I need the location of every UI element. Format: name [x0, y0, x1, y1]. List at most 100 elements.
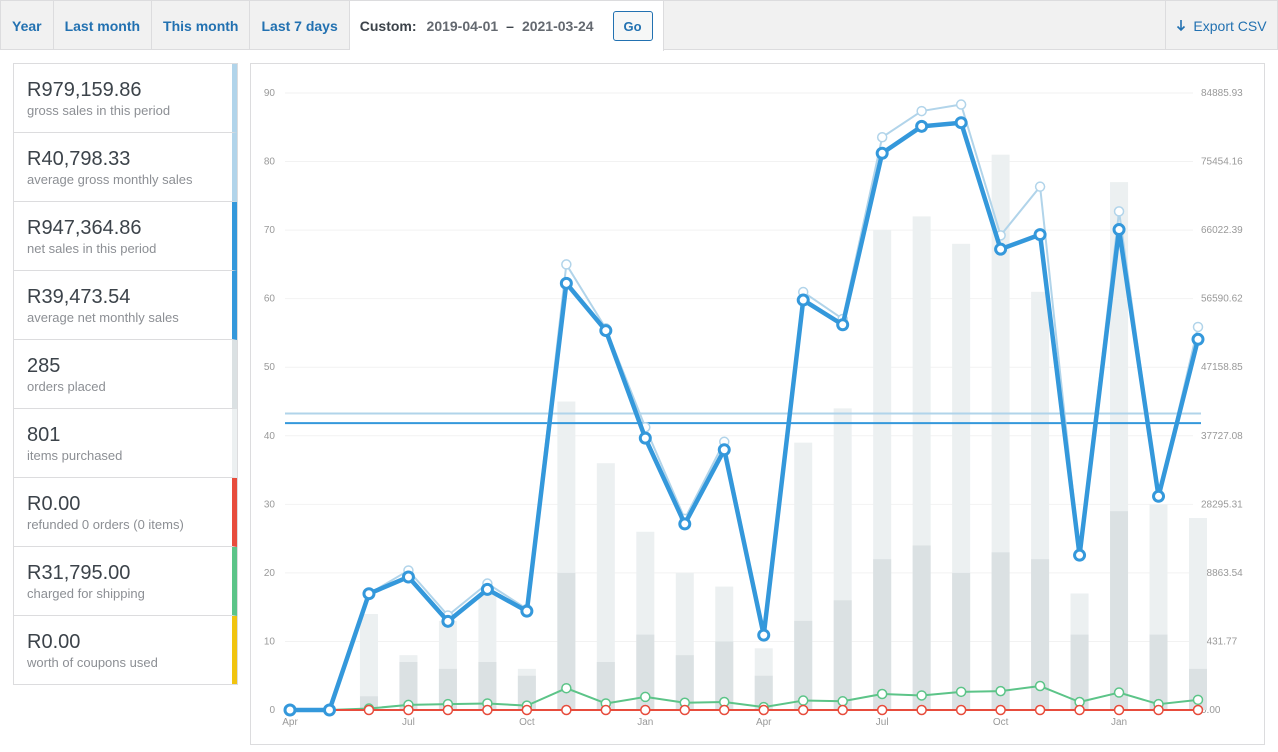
date-range-toolbar: Year Last month This month Last 7 days C…	[0, 0, 1278, 51]
bar-orders-placed	[675, 655, 694, 710]
legend-value: R979,159.86	[27, 79, 142, 101]
x-tick-label: Oct	[993, 717, 1009, 728]
legend-value: 801	[27, 424, 61, 446]
bar-orders-placed	[1149, 634, 1168, 710]
data-point-net-sales	[994, 242, 1008, 256]
date-to-field[interactable]: 2021-03-24	[521, 18, 594, 34]
data-point-refunds	[837, 704, 848, 716]
data-point-net-sales	[520, 604, 534, 618]
data-point-net-sales	[757, 628, 771, 642]
legend-average-gross-sales[interactable]: R40,798.33 average gross monthly sales	[14, 133, 237, 202]
data-point-refunds	[916, 704, 927, 716]
y-tick-label-left: 30	[264, 499, 276, 510]
y-tick-label-left: 20	[264, 568, 276, 579]
legend-items-purchased[interactable]: 801 items purchased	[14, 409, 237, 478]
x-tick-label: Jan	[1111, 717, 1127, 728]
bar-orders-placed	[991, 552, 1010, 710]
y-tick-label-left: 90	[264, 88, 276, 99]
data-point-net-sales	[283, 703, 297, 717]
data-point-gross-sales	[1034, 181, 1046, 192]
data-point-gross-sales	[1192, 321, 1204, 333]
y-tick-label-left: 70	[264, 225, 276, 236]
x-tick-label: Apr	[282, 717, 298, 728]
go-button[interactable]: Go	[612, 11, 653, 41]
y-tick-label-right: 18863.54	[1201, 568, 1243, 579]
y-tick-label-right: 56590.62	[1201, 294, 1243, 305]
y-tick-label-right: 0.00	[1201, 705, 1221, 716]
y-tick-label-right: 37727.08	[1201, 431, 1243, 442]
tab-last-7-days[interactable]: Last 7 days	[250, 1, 350, 50]
legend-label: average gross monthly sales	[27, 172, 193, 187]
bar-orders-placed	[557, 572, 576, 710]
date-separator: –	[506, 18, 514, 34]
data-point-refunds	[719, 704, 730, 716]
data-point-charged-for-shipping	[797, 695, 809, 706]
bar-orders-placed	[1110, 511, 1129, 710]
range-tabs: Year Last month This month Last 7 days C…	[1, 1, 664, 51]
legend-label: worth of coupons used	[27, 655, 158, 670]
data-point-net-sales	[322, 703, 336, 717]
legend-shipping[interactable]: R31,795.00 charged for shipping	[14, 547, 237, 616]
tab-custom-range: Custom: 2019-04-01 – 2021-03-24 Go	[349, 1, 664, 51]
legend-value: R0.00	[27, 493, 81, 515]
data-point-net-sales	[559, 276, 573, 290]
data-point-charged-for-shipping	[876, 688, 888, 700]
data-point-net-sales	[836, 318, 850, 332]
y-tick-label-right: 66022.39	[1201, 225, 1243, 236]
legend-refunds[interactable]: R0.00 refunded 0 orders (0 items)	[14, 478, 237, 547]
export-csv-label: Export CSV	[1193, 17, 1267, 34]
legend-label: net sales in this period	[27, 241, 157, 256]
data-point-net-sales	[441, 614, 455, 628]
legend-label: average net monthly sales	[27, 310, 179, 325]
x-tick-label: Oct	[519, 717, 535, 728]
legend-orders-placed[interactable]: 285 orders placed	[14, 340, 237, 409]
tab-year[interactable]: Year	[1, 1, 54, 50]
export-csv-button[interactable]: Export CSV	[1165, 1, 1277, 50]
legend-coupons[interactable]: R0.00 worth of coupons used	[14, 616, 237, 684]
legend-net-sales[interactable]: R947,364.86 net sales in this period	[14, 202, 237, 271]
data-point-refunds	[955, 704, 967, 716]
tab-this-month[interactable]: This month	[152, 1, 251, 50]
bar-orders-placed	[478, 662, 497, 710]
bar-items-purchased	[359, 614, 378, 710]
data-point-net-sales	[875, 146, 889, 160]
bar-orders-placed	[754, 675, 773, 710]
data-point-refunds	[1192, 704, 1204, 716]
bar-orders-placed	[596, 662, 615, 710]
legend-average-net-sales[interactable]: R39,473.54 average net monthly sales	[14, 271, 237, 340]
data-point-charged-for-shipping	[1034, 680, 1046, 692]
data-point-net-sales	[717, 443, 731, 457]
bar-items-purchased	[1189, 518, 1207, 710]
bar-orders-placed	[399, 662, 418, 710]
bar-orders-placed	[715, 641, 734, 710]
data-point-refunds	[1113, 704, 1125, 716]
y-tick-label-left: 50	[264, 362, 276, 373]
data-point-charged-for-shipping	[561, 682, 572, 694]
data-point-refunds	[600, 704, 612, 716]
bar-items-purchased	[596, 463, 615, 710]
y-tick-label-right: 75454.16	[1201, 157, 1243, 168]
y-tick-label-right: 9431.77	[1201, 636, 1238, 647]
date-from-field[interactable]: 2019-04-01	[426, 18, 499, 34]
download-arrow-icon	[1177, 20, 1186, 32]
data-point-refunds	[363, 704, 375, 716]
data-point-net-sales	[480, 582, 494, 596]
data-point-refunds	[679, 704, 691, 716]
y-tick-label-left: 10	[264, 636, 276, 647]
legend-gross-sales[interactable]: R979,159.86 gross sales in this period	[14, 64, 237, 133]
x-tick-label: Apr	[756, 717, 772, 728]
data-point-refunds	[1153, 704, 1164, 716]
y-tick-label-right: 47158.85	[1201, 362, 1243, 373]
data-point-net-sales	[1152, 489, 1166, 503]
data-point-refunds	[561, 704, 572, 716]
data-point-refunds	[521, 704, 533, 716]
tab-last-month[interactable]: Last month	[54, 1, 153, 50]
y-tick-label-left: 80	[264, 157, 276, 168]
sales-chart[interactable]: 0 0.00 10 9431.77 20 18863.54 30 28295.31 40 3772…	[251, 64, 1264, 744]
data-point-charged-for-shipping	[1192, 694, 1204, 706]
data-point-net-sales	[401, 570, 415, 584]
data-point-refunds	[797, 704, 809, 716]
data-point-net-sales	[599, 324, 613, 338]
bar-orders-placed	[636, 634, 655, 710]
data-point-net-sales	[1073, 548, 1087, 562]
